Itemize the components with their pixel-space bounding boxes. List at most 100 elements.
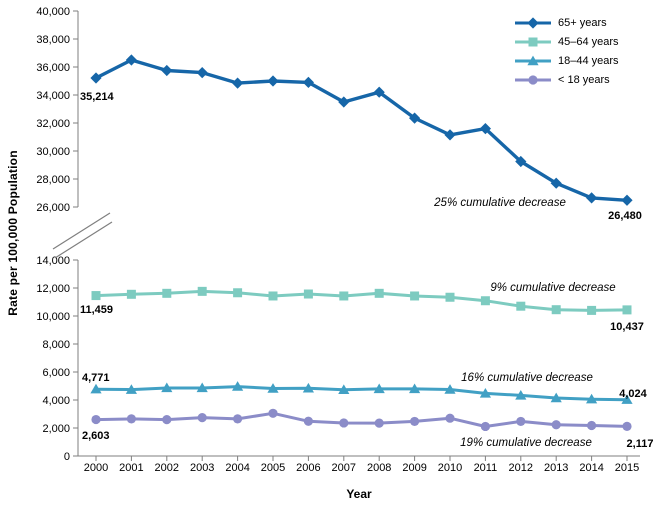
square-marker-icon bbox=[268, 291, 278, 301]
circle-marker-icon bbox=[587, 420, 597, 431]
series-triangle bbox=[90, 381, 633, 404]
y-tick-label: 30,000 bbox=[36, 146, 70, 158]
triangle-marker-icon bbox=[232, 381, 244, 391]
diamond-marker-icon bbox=[302, 76, 314, 88]
x-tick-label: 2014 bbox=[579, 462, 603, 474]
legend-item-65-plus: 65+ years bbox=[514, 13, 619, 32]
circle-marker-icon bbox=[197, 413, 207, 423]
x-tick-label: 2000 bbox=[84, 462, 108, 474]
triangle-marker-icon bbox=[409, 383, 421, 394]
series-line bbox=[95, 289, 628, 312]
circle-marker-icon bbox=[339, 418, 349, 428]
diamond-marker-icon bbox=[373, 86, 385, 98]
y-tick-label: 4,000 bbox=[42, 395, 70, 407]
y-axis-title: Rate per 100,000 Population bbox=[6, 150, 20, 316]
triangle-marker-icon bbox=[444, 384, 456, 394]
circle-marker-icon bbox=[528, 74, 538, 85]
circle-marker-icon bbox=[516, 416, 526, 427]
square-marker-icon bbox=[374, 288, 384, 298]
diamond-marker-icon bbox=[479, 123, 491, 135]
diamond-marker-icon bbox=[161, 64, 173, 77]
diamond-marker-icon bbox=[267, 75, 279, 87]
triangle-marker-icon bbox=[527, 55, 539, 65]
y-tick-label: 8,000 bbox=[42, 339, 70, 351]
series-line bbox=[95, 411, 628, 428]
legend-label: 45–64 years bbox=[558, 35, 619, 48]
annotation: 19% cumulative decrease bbox=[460, 437, 592, 449]
y-tick-label: 2,000 bbox=[42, 423, 70, 435]
series-diamond bbox=[90, 54, 633, 206]
triangle-marker-icon bbox=[267, 383, 279, 393]
square-marker-icon bbox=[91, 291, 101, 301]
first-point-label: 35,214 bbox=[80, 91, 115, 103]
square-marker-icon bbox=[410, 291, 420, 301]
y-tick-label: 32,000 bbox=[36, 118, 70, 130]
triangle-marker-icon bbox=[338, 384, 350, 394]
x-tick-label: 2008 bbox=[367, 462, 391, 474]
y-tick-label: 0 bbox=[64, 451, 70, 463]
legend-label: 65+ years bbox=[558, 16, 607, 29]
diamond-marker-icon bbox=[409, 112, 421, 124]
circle-marker-icon bbox=[374, 418, 384, 428]
square-marker-icon bbox=[233, 288, 243, 298]
circle-marker-icon bbox=[622, 421, 632, 431]
x-tick-label: 2006 bbox=[296, 462, 320, 474]
diamond-marker-icon bbox=[621, 194, 633, 206]
first-point-label: 11,459 bbox=[80, 304, 113, 316]
x-tick-label: 2012 bbox=[509, 462, 533, 474]
square-marker-icon bbox=[528, 37, 538, 46]
annotation: 16% cumulative decrease bbox=[461, 372, 593, 384]
diamond-marker-icon bbox=[196, 67, 208, 79]
circle-marker-icon bbox=[445, 413, 455, 423]
x-tick-label: 2013 bbox=[544, 462, 568, 474]
triangle-marker-icon bbox=[373, 383, 385, 394]
x-tick-label: 2002 bbox=[155, 462, 179, 474]
annotation: 9% cumulative decrease bbox=[490, 282, 615, 294]
diamond-marker-icon bbox=[527, 16, 539, 29]
y-tick-label: 36,000 bbox=[36, 62, 70, 74]
x-tick-label: 2007 bbox=[332, 462, 356, 474]
y-tick-label: 26,000 bbox=[36, 202, 70, 214]
legend-label: 18–44 years bbox=[558, 54, 619, 67]
circle-marker-icon bbox=[303, 416, 313, 426]
x-tick-label: 2004 bbox=[225, 462, 249, 474]
diamond-marker-icon bbox=[338, 96, 350, 108]
y-tick-label: 28,000 bbox=[36, 174, 70, 186]
square-marker-icon bbox=[126, 289, 136, 299]
legend-marker-square-icon bbox=[515, 37, 551, 46]
square-marker-icon bbox=[480, 296, 490, 306]
y-tick-label: 10,000 bbox=[36, 311, 70, 323]
diamond-marker-icon bbox=[515, 155, 527, 168]
legend-marker-circle-icon bbox=[515, 74, 551, 85]
triangle-marker-icon bbox=[125, 384, 137, 394]
y-tick-label: 38,000 bbox=[36, 34, 70, 46]
legend-marker-diamond-icon bbox=[515, 16, 551, 29]
x-tick-label: 2010 bbox=[438, 462, 462, 474]
square-marker-icon bbox=[516, 301, 526, 311]
diamond-marker-icon bbox=[90, 72, 102, 84]
circle-marker-icon bbox=[410, 416, 420, 427]
legend: 65+ years 45–64 years 18–44 years < 18 y… bbox=[514, 13, 619, 89]
triangle-marker-icon bbox=[515, 389, 527, 400]
x-tick-label: 2009 bbox=[402, 462, 426, 474]
diamond-marker-icon bbox=[586, 192, 598, 204]
square-marker-icon bbox=[303, 289, 313, 299]
square-marker-icon bbox=[445, 292, 455, 302]
series-square bbox=[91, 286, 632, 315]
last-point-label: 2,117 bbox=[627, 438, 654, 450]
last-point-label: 26,480 bbox=[608, 210, 642, 222]
y-tick-label: 6,000 bbox=[42, 367, 70, 379]
annotation: 25% cumulative decrease bbox=[433, 197, 566, 209]
square-marker-icon bbox=[162, 288, 172, 298]
legend-label: < 18 years bbox=[558, 73, 610, 86]
x-axis-title: Year bbox=[346, 487, 372, 501]
circle-marker-icon bbox=[480, 421, 490, 432]
circle-marker-icon bbox=[233, 414, 243, 424]
last-point-label: 4,024 bbox=[619, 388, 647, 400]
y-tick-label: 34,000 bbox=[36, 90, 70, 102]
triangle-marker-icon bbox=[586, 393, 598, 404]
series-line bbox=[95, 385, 628, 402]
series-line bbox=[95, 58, 628, 202]
triangle-marker-icon bbox=[479, 388, 491, 398]
triangle-marker-icon bbox=[161, 382, 173, 393]
